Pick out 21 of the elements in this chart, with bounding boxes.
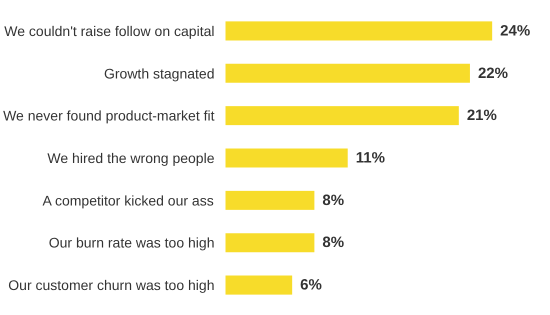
data-label: 11% (356, 150, 385, 166)
y-tick-label: We couldn't raise follow on capital (4, 22, 215, 39)
bar (226, 190, 314, 210)
y-tick-label: Our burn rate was too high (48, 234, 215, 251)
y-tick-label: Our customer churn was too high (8, 277, 215, 294)
bar (226, 276, 292, 295)
y-tick-label: We never found product-market fit (3, 108, 215, 124)
data-label: 8% (322, 192, 344, 209)
data-label: 6% (300, 276, 322, 294)
bar (226, 106, 459, 126)
data-label: 22% (478, 64, 508, 82)
data-label: 21% (466, 107, 497, 124)
y-tick-label: A competitor kicked our ass (42, 192, 214, 208)
data-label: 8% (322, 234, 344, 252)
data-label: 24% (500, 22, 530, 40)
bar (226, 21, 492, 40)
bar (226, 148, 348, 168)
y-tick-label: Growth stagnated (104, 65, 215, 82)
bar (226, 64, 470, 83)
bar (226, 233, 314, 252)
y-tick-label: We hired the wrong people (47, 150, 215, 166)
